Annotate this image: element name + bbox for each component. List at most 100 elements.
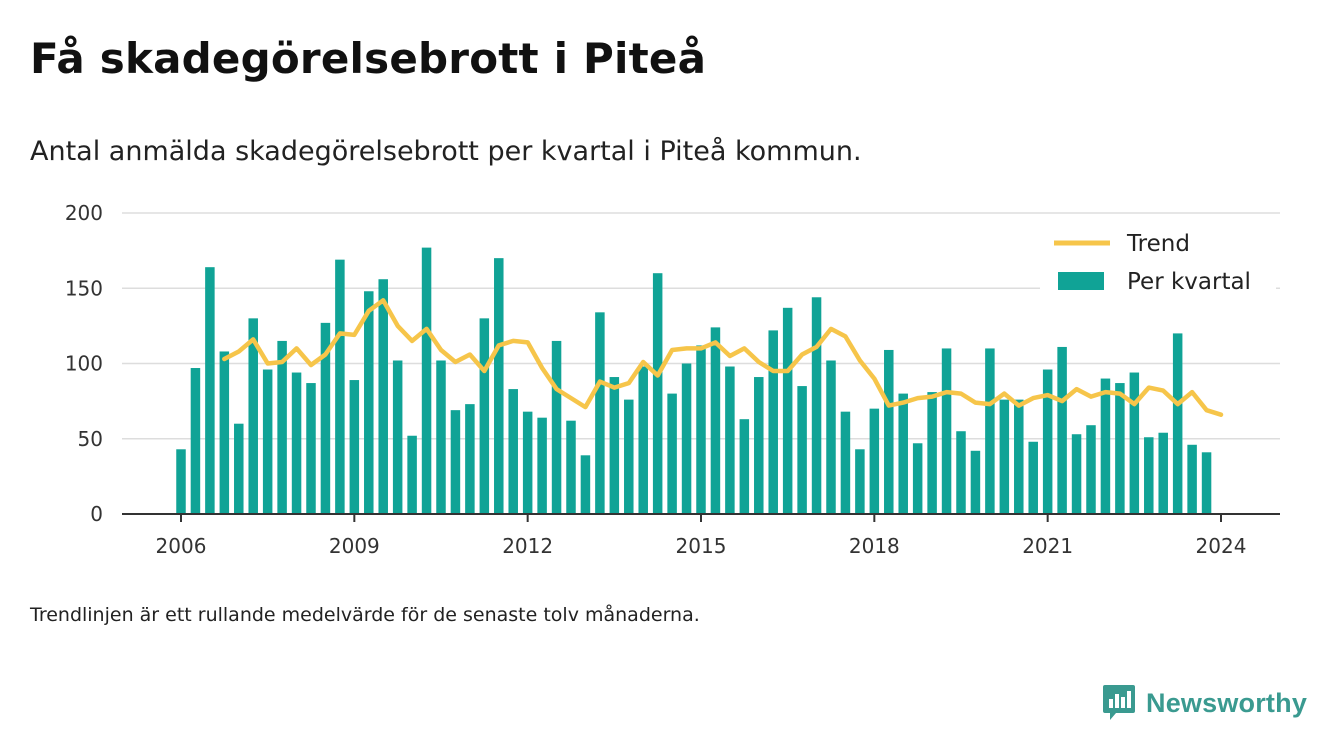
- bar: [335, 259, 345, 514]
- bar: [710, 327, 721, 514]
- y-tick-label: 200: [65, 201, 103, 225]
- bar: [349, 380, 360, 514]
- bar: [277, 340, 287, 514]
- x-axis: 2006 2009 2012 2015 2018 2021 2024: [122, 513, 1280, 558]
- bar: [1187, 444, 1197, 514]
- bar: [624, 399, 634, 514]
- bar: [450, 410, 461, 514]
- bar: [1071, 434, 1082, 514]
- y-tick-label: 0: [90, 502, 103, 526]
- bar: [912, 443, 923, 514]
- bar: [1100, 378, 1111, 514]
- bar: [970, 450, 981, 514]
- y-tick-label: 100: [65, 352, 103, 376]
- bar: [754, 377, 764, 514]
- bar: [234, 423, 244, 514]
- bar: [248, 318, 258, 514]
- y-tick-label: 50: [78, 427, 103, 451]
- x-tick-label: 2012: [502, 534, 553, 558]
- bar: [580, 455, 591, 514]
- bar: [898, 393, 908, 514]
- x-tick-label: 2006: [156, 534, 207, 558]
- bar: [768, 330, 778, 514]
- bar: [1201, 452, 1212, 514]
- bar: [436, 360, 446, 514]
- bar: [941, 348, 952, 514]
- bar: [681, 363, 692, 514]
- bar: [262, 369, 273, 514]
- y-tick-label: 150: [65, 276, 103, 300]
- bar: [667, 393, 677, 514]
- bar: [826, 360, 836, 514]
- bar: [782, 307, 793, 514]
- bar: [595, 312, 605, 514]
- bar: [725, 366, 735, 514]
- bar: [956, 431, 966, 514]
- legend-trend-label: Trend: [1126, 231, 1190, 257]
- bar: [566, 420, 576, 514]
- y-axis: 0 50 100 150 200: [65, 201, 103, 526]
- bar: [985, 348, 995, 514]
- bar: [811, 297, 822, 514]
- bar: [537, 417, 547, 514]
- footnote: Trendlinjen är ett rullande medelvärde f…: [30, 604, 700, 626]
- bar: [320, 322, 331, 514]
- bar: [609, 377, 620, 514]
- bar: [465, 404, 475, 514]
- bar: [739, 419, 750, 514]
- bar: [407, 435, 417, 514]
- bar-series: [176, 247, 1212, 515]
- bar: [494, 258, 504, 514]
- bar: [176, 449, 186, 514]
- bar: [1028, 441, 1038, 514]
- brand: Newsworthy: [1102, 684, 1307, 722]
- bar: [190, 368, 201, 514]
- bar: [1115, 383, 1125, 514]
- bar: [205, 267, 215, 514]
- bar: [638, 366, 648, 514]
- bar: [364, 291, 374, 514]
- bar: [508, 389, 518, 514]
- bar: [551, 340, 562, 514]
- chart-subtitle: Antal anmälda skadegörelsebrott per kvar…: [30, 136, 862, 167]
- bar: [1014, 399, 1024, 514]
- brand-name: Newsworthy: [1146, 687, 1308, 718]
- bar: [378, 279, 388, 514]
- bar: [840, 411, 851, 514]
- bar: [855, 449, 865, 514]
- legend-bar-label: Per kvartal: [1127, 269, 1251, 295]
- bar: [927, 392, 937, 514]
- bar: [291, 372, 302, 514]
- x-tick-label: 2018: [849, 534, 900, 558]
- bar: [884, 349, 894, 514]
- bar: [1129, 372, 1140, 514]
- trend-series: [222, 298, 1224, 417]
- bar: [392, 360, 403, 514]
- bar: [696, 345, 706, 514]
- legend: Trend Per kvartal: [1040, 222, 1276, 302]
- bar: [522, 411, 533, 514]
- bar: [869, 408, 880, 514]
- bar: [1158, 432, 1168, 514]
- chart-canvas: 2006 2009 2012 2015 2018 2021 2024 0 50 100 150 20…: [65, 201, 1280, 558]
- chart-title: Få skadegörelsebrott i Piteå: [30, 34, 707, 83]
- bar: [1144, 437, 1154, 514]
- bar: [479, 318, 490, 514]
- bar: [1042, 369, 1053, 514]
- x-tick-label: 2009: [329, 534, 380, 558]
- bar: [999, 399, 1010, 514]
- newsworthy-logo-icon: [1103, 685, 1135, 720]
- bar: [1086, 425, 1096, 514]
- bar: [421, 247, 432, 515]
- bar: [1057, 346, 1067, 514]
- bar: [652, 273, 663, 514]
- bar: [306, 383, 316, 514]
- x-tick-label: 2021: [1022, 534, 1073, 558]
- bar: [797, 386, 807, 514]
- bar: [219, 351, 230, 514]
- legend-bar-swatch: [1058, 272, 1104, 290]
- bar: [1172, 333, 1183, 514]
- trend-line: [222, 298, 1224, 417]
- x-tick-label: 2015: [676, 534, 727, 558]
- x-tick-label: 2024: [1196, 534, 1247, 558]
